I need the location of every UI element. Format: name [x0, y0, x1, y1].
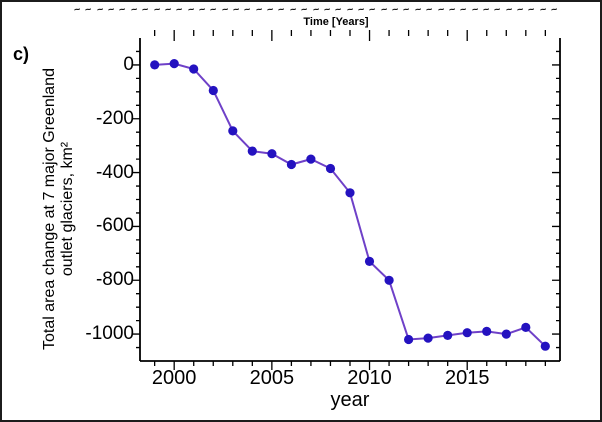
data-point-marker — [404, 334, 414, 345]
x-tick-label: 2010 — [347, 367, 392, 389]
area-change-line-series — [154, 62, 546, 347]
data-point-marker — [247, 146, 257, 156]
data-point-marker — [423, 333, 433, 343]
top-axis-title: Time [Years] — [303, 16, 369, 28]
data-point-marker — [443, 330, 453, 340]
data-point-marker — [521, 322, 531, 332]
data-point-marker — [208, 85, 218, 96]
data-point-marker — [189, 64, 199, 74]
data-point-marker — [306, 154, 316, 164]
data-point-marker — [150, 60, 160, 70]
data-point-marker — [540, 341, 550, 351]
data-point-marker — [228, 126, 238, 136]
panel-letter-label: c) — [13, 44, 30, 64]
data-point-marker — [169, 59, 179, 69]
data-point-marker — [364, 256, 375, 266]
x-axis-title: year — [330, 389, 370, 411]
y-tick-label: -800 — [95, 269, 134, 291]
data-point-marker — [501, 329, 511, 339]
data-point-marker — [267, 149, 277, 159]
x-tick-label: 2015 — [444, 367, 490, 389]
x-tick-label: 2005 — [249, 367, 295, 389]
data-point-marker — [286, 159, 296, 170]
data-point-marker — [462, 328, 472, 338]
y-tick-label: -600 — [95, 215, 134, 237]
y-tick-label: -200 — [95, 107, 134, 129]
y-tick-label: 0 — [123, 53, 134, 75]
y-tick-label: -1000 — [85, 323, 134, 345]
axis-ticks — [132, 30, 560, 370]
y-tick-label: -400 — [95, 161, 134, 183]
data-point-marker — [345, 188, 355, 198]
data-point-marker — [482, 326, 492, 336]
data-point-marker — [325, 163, 336, 174]
x-tick-label: 2000 — [151, 367, 197, 389]
data-point-marker — [384, 275, 394, 285]
